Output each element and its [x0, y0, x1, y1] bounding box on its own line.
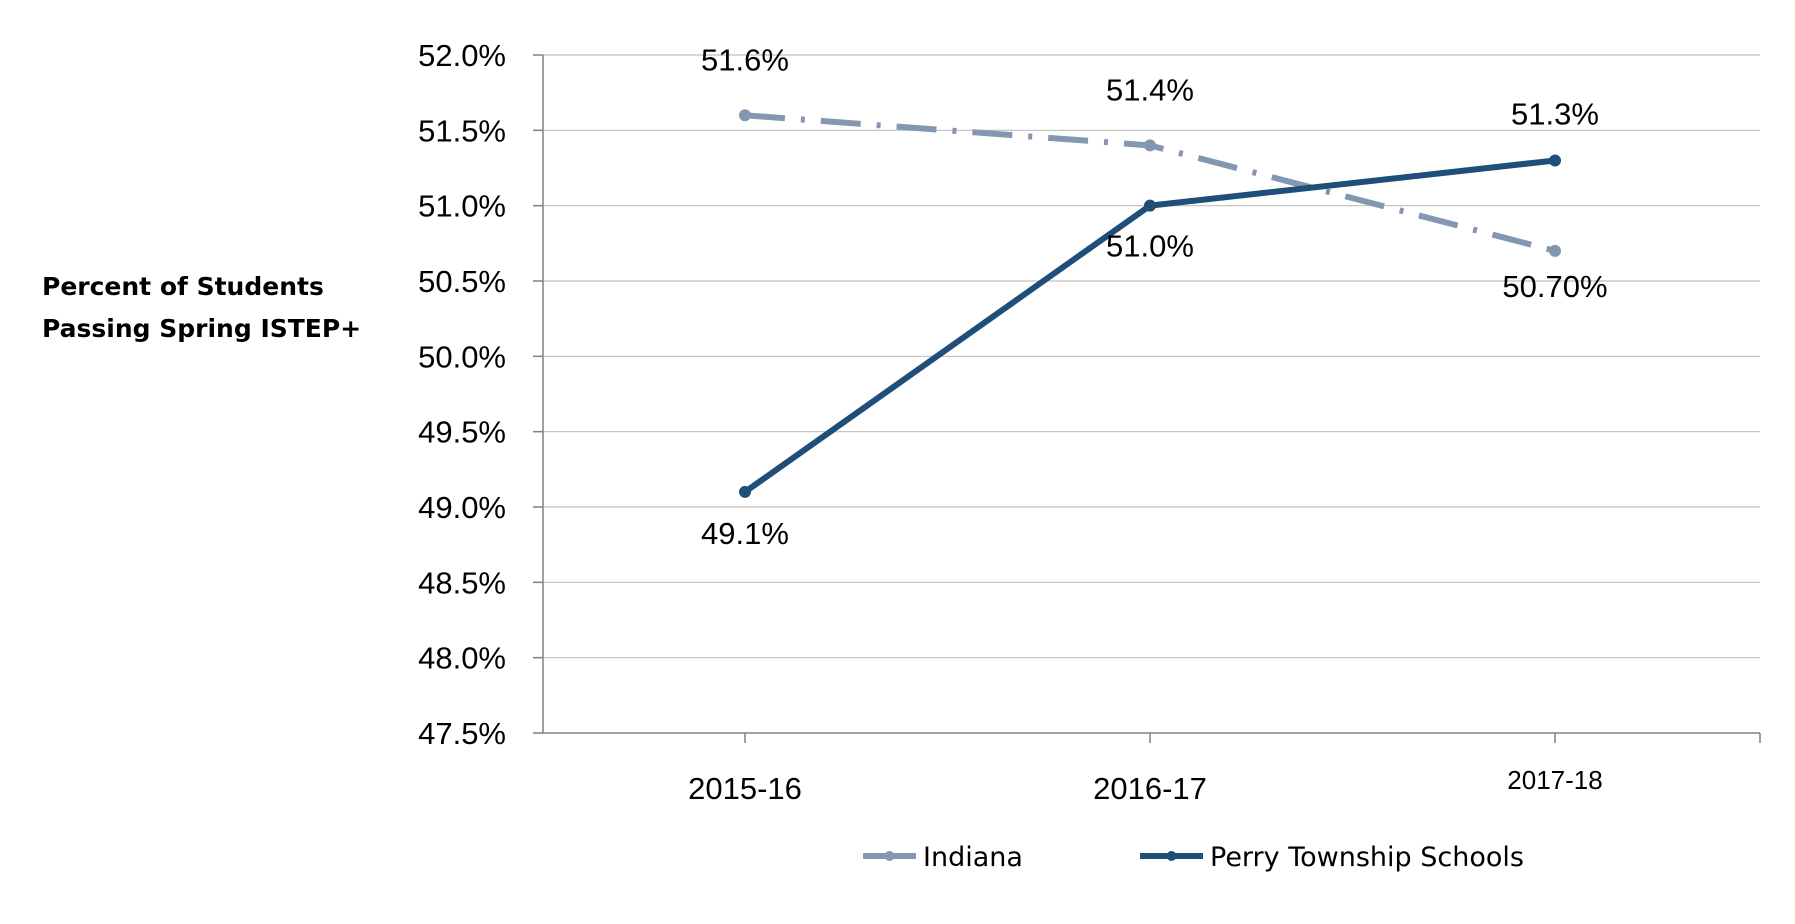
y-axis-title: Percent of Students Passing Spring ISTEP… — [42, 272, 361, 343]
data-labels: 51.6% 51.4% 50.70% 49.1% 51.0% 51.3% — [701, 42, 1608, 551]
y-tick-label: 48.0% — [418, 641, 506, 676]
y-tick-label: 47.5% — [418, 716, 506, 751]
y-tick-label: 50.5% — [418, 264, 506, 299]
axes — [533, 54, 1761, 743]
legend-swatch-marker — [884, 851, 895, 861]
data-label: 49.1% — [701, 516, 789, 551]
legend-label: Perry Township Schools — [1210, 842, 1524, 873]
legend: Indiana Perry Township Schools — [863, 842, 1524, 873]
y-tick-label: 52.0% — [418, 38, 506, 73]
y-tick-label: 50.0% — [418, 339, 506, 374]
data-point — [1144, 199, 1156, 212]
data-point — [1549, 154, 1561, 167]
data-label: 51.6% — [701, 42, 789, 77]
x-tick-label: 2016-17 — [1093, 771, 1207, 806]
data-point — [739, 485, 751, 498]
data-label: 51.3% — [1511, 96, 1599, 131]
data-point — [739, 109, 751, 122]
y-axis-title-line-1: Percent of Students — [42, 272, 324, 301]
series — [739, 109, 1561, 498]
y-tick-label: 51.0% — [418, 189, 506, 224]
y-tick-label: 49.5% — [418, 415, 506, 450]
legend-swatch-marker — [1166, 851, 1177, 861]
x-tick-labels: 2015-16 2016-17 2017-18 — [688, 765, 1603, 806]
y-tick-label: 49.0% — [418, 490, 506, 525]
data-point — [1549, 244, 1561, 257]
legend-label: Indiana — [923, 842, 1023, 873]
x-tick-label: 2017-18 — [1507, 765, 1602, 795]
y-tick-labels: 47.5% 48.0% 48.5% 49.0% 49.5% 50.0% 50.5% 51.0%… — [418, 38, 506, 751]
data-point — [1144, 139, 1156, 152]
y-tick-label: 48.5% — [418, 565, 506, 600]
y-axis-title-line-2: Passing Spring ISTEP+ — [42, 314, 361, 343]
data-label: 51.0% — [1106, 229, 1194, 264]
y-tick-label: 51.5% — [418, 113, 506, 148]
x-tick-label: 2015-16 — [688, 771, 802, 806]
gridlines — [543, 54, 1760, 659]
data-label: 50.70% — [1502, 269, 1607, 304]
data-label: 51.4% — [1106, 72, 1194, 107]
